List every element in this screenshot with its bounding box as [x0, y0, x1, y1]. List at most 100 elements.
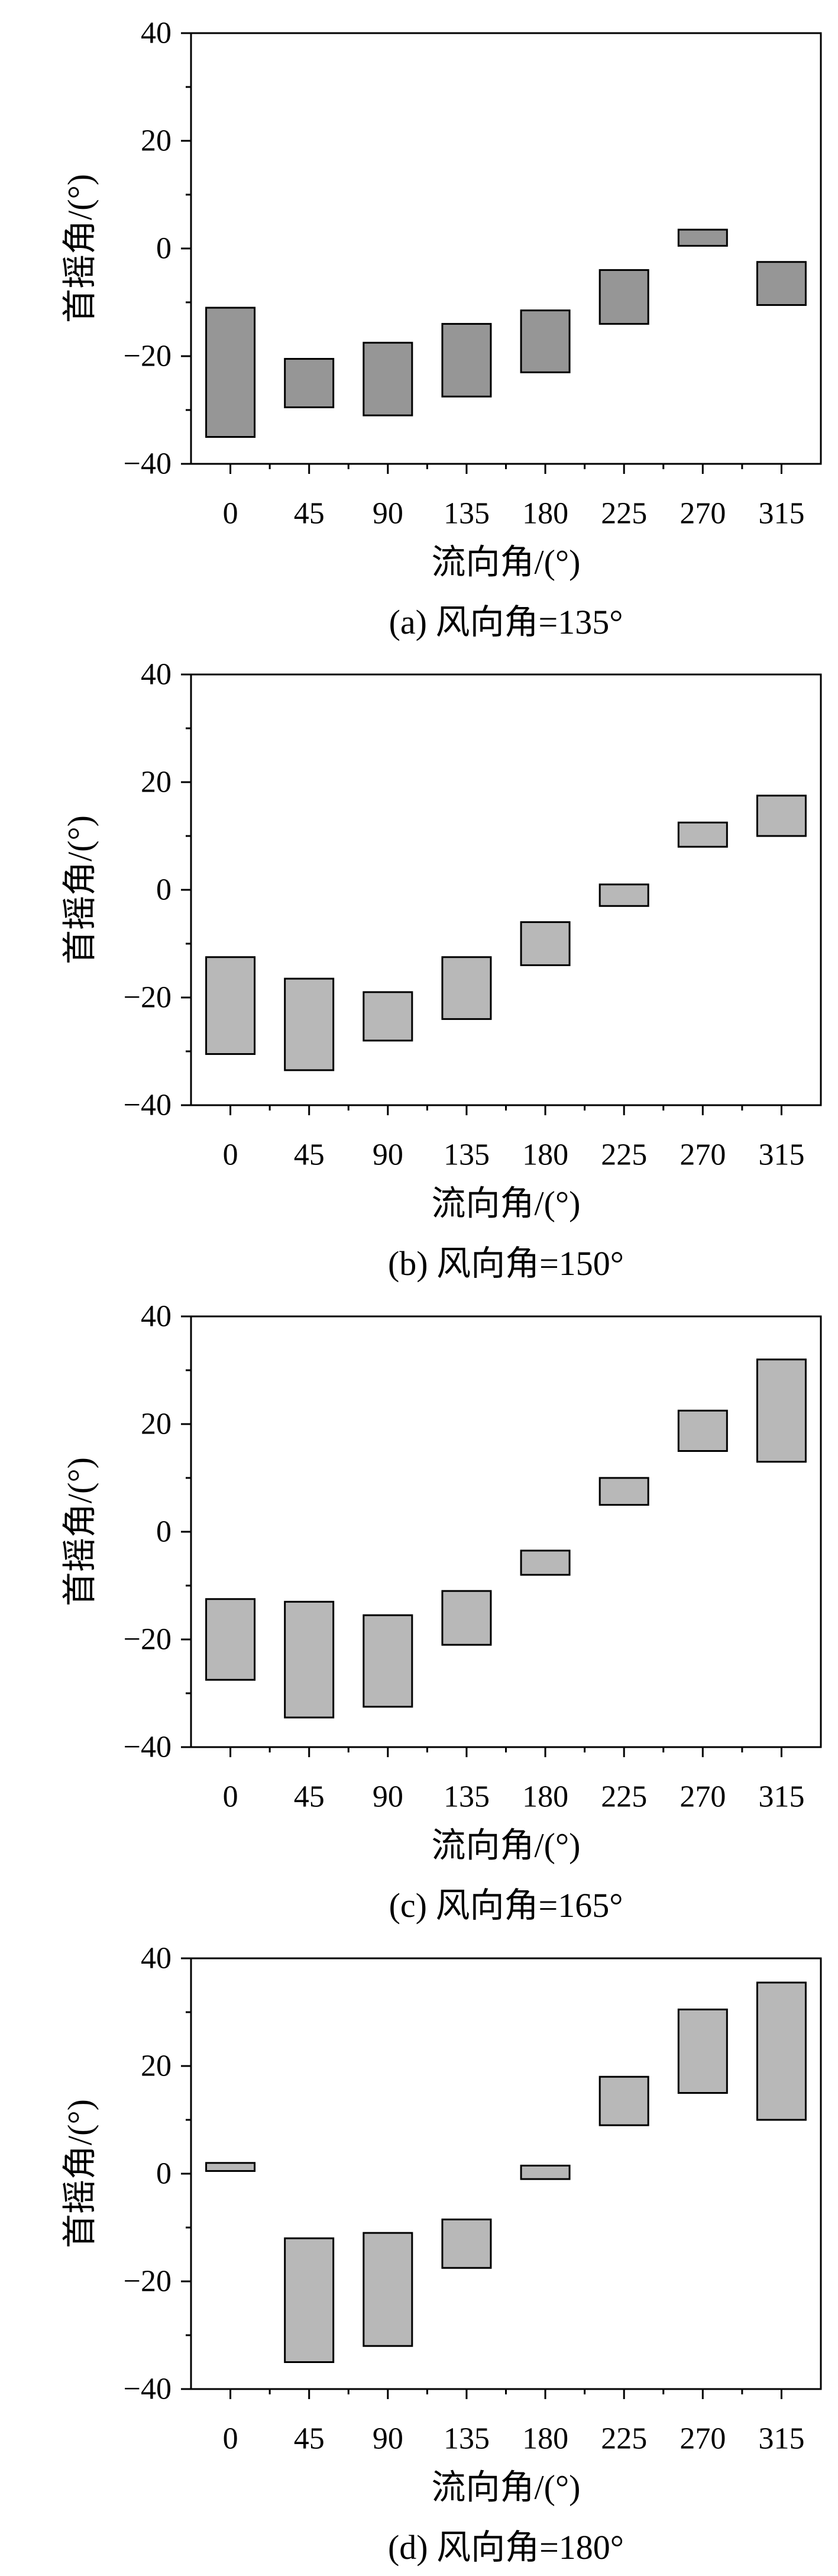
y-tick-label: 20	[141, 766, 172, 799]
range-bar-270	[677, 1409, 728, 1452]
x-tick-label: 0	[223, 497, 238, 531]
x-tick-label: 225	[601, 2422, 647, 2456]
range-bar-135	[441, 322, 492, 398]
chart-a-plot: 40 20 0 −20 −40 0 45 90 135 180 225 270 315 流向角/(°) 首摇…	[61, 17, 822, 582]
y-tick-label: −40	[124, 1089, 172, 1122]
chart-d-wind-180: 40 20 0 −20 −40 0 45 90 135 180 225 270 315 流向角/(°) 首摇…	[24, 1935, 838, 2576]
range-bar-90	[363, 1614, 413, 1708]
chart-c-caption: (c) 风向角=165°	[389, 1886, 623, 1925]
x-tick-label: 315	[758, 1780, 804, 1814]
range-bar-135	[441, 2218, 492, 2269]
x-tick-label: 270	[680, 2422, 726, 2456]
x-tick-label: 90	[373, 2422, 403, 2456]
y-tick-label: −40	[124, 2372, 172, 2406]
range-bar-135	[441, 1590, 492, 1646]
range-bar-225	[598, 1477, 649, 1506]
chart-d-caption: (d) 风向角=180°	[387, 2528, 625, 2567]
x-tick-label: 135	[444, 1138, 490, 1172]
x-tick-label: 0	[223, 1780, 238, 1814]
x-tick-label: 225	[601, 1780, 647, 1814]
range-bar-270	[677, 2008, 728, 2094]
x-tick-label: 270	[680, 1780, 726, 1814]
x-tick-label: 90	[373, 1780, 403, 1814]
range-bar-45	[284, 1600, 335, 1719]
range-bar-315	[756, 1981, 807, 2121]
y-tick-label: 0	[156, 1515, 172, 1549]
x-tick-label: 180	[522, 497, 568, 531]
x-tick-label: 270	[680, 497, 726, 531]
y-axis-label: 首摇角/(°)	[61, 174, 99, 323]
chart-b-wind-150: 40 20 0 −20 −40 0 45 90 135 180 225 270 315 流向角/(°) 首摇…	[24, 651, 838, 1292]
range-bar-45	[284, 977, 335, 1071]
range-bar-225	[598, 883, 649, 907]
range-bar-90	[363, 991, 413, 1042]
x-tick-label: 90	[373, 1138, 403, 1172]
y-tick-label: −20	[124, 981, 172, 1015]
x-axis-label: 流向角/(°)	[432, 2468, 581, 2507]
x-tick-label: 90	[373, 497, 403, 531]
range-bar-0	[205, 1598, 256, 1681]
x-tick-label: 135	[444, 2422, 490, 2456]
chart-a-wind-135: 40 20 0 −20 −40 0 45 90 135 180 225 270 315 流向角/(°) 首摇…	[24, 9, 838, 651]
x-tick-label: 315	[758, 2422, 804, 2456]
y-tick-label: 0	[156, 873, 172, 907]
range-bar-0	[205, 956, 256, 1055]
x-axis-label: 流向角/(°)	[432, 1184, 581, 1223]
range-bar-90	[363, 2232, 413, 2347]
y-tick-label: −40	[124, 447, 172, 481]
chart-b-caption: (b) 风向角=150°	[387, 1244, 625, 1283]
x-tick-label: 180	[522, 2422, 568, 2456]
x-tick-label: 135	[444, 1780, 490, 1814]
chart-c-wind-165: 40 20 0 −20 −40 0 45 90 135 180 225 270 315 流向角/(°) 首摇…	[24, 1293, 838, 1934]
x-tick-label: 225	[601, 1138, 647, 1172]
y-tick-label: −40	[124, 1731, 172, 1764]
x-tick-label: 135	[444, 497, 490, 531]
range-bar-315	[756, 1358, 807, 1463]
y-tick-label: 20	[141, 1408, 172, 1441]
x-tick-label: 270	[680, 1138, 726, 1172]
x-tick-label: 0	[223, 2422, 238, 2456]
range-bar-225	[598, 269, 649, 325]
x-tick-label: 0	[223, 1138, 238, 1172]
x-axis-label: 流向角/(°)	[432, 1826, 581, 1865]
range-bar-180	[520, 309, 571, 373]
x-tick-label: 315	[758, 1138, 804, 1172]
y-tick-label: −20	[124, 1623, 172, 1657]
x-tick-label: 180	[522, 1138, 568, 1172]
x-tick-label: 45	[294, 1780, 325, 1814]
range-bar-270	[677, 228, 728, 247]
range-bar-315	[756, 795, 807, 837]
range-bar-180	[520, 921, 571, 966]
range-bar-180	[520, 1550, 571, 1576]
y-tick-label: 40	[141, 17, 172, 50]
range-bar-225	[598, 2075, 649, 2126]
x-tick-label: 180	[522, 1780, 568, 1814]
x-tick-label: 45	[294, 1138, 325, 1172]
y-axis-label: 首摇角/(°)	[61, 815, 99, 964]
chart-a-caption: (a) 风向角=135°	[389, 603, 623, 641]
x-tick-label: 225	[601, 497, 647, 531]
range-bar-90	[363, 341, 413, 417]
range-bar-45	[284, 2237, 335, 2364]
y-tick-label: 0	[156, 2157, 172, 2191]
x-tick-label: 45	[294, 2422, 325, 2456]
chart-c-plot: 40 20 0 −20 −40 0 45 90 135 180 225 270 315 流向角/(°) 首摇…	[61, 1300, 822, 1865]
x-tick-label: 45	[294, 497, 325, 531]
range-bar-315	[756, 261, 807, 306]
range-bar-135	[441, 956, 492, 1020]
chart-d-plot: 40 20 0 −20 −40 0 45 90 135 180 225 270 315 流向角/(°) 首摇…	[61, 1942, 822, 2507]
range-bar-180	[520, 2164, 571, 2180]
y-tick-label: 20	[141, 124, 172, 158]
range-bar-45	[284, 358, 335, 408]
range-bar-0	[205, 2162, 256, 2172]
y-axis-label: 首摇角/(°)	[61, 2099, 99, 2248]
y-tick-label: 40	[141, 658, 172, 692]
range-bar-270	[677, 821, 728, 848]
y-tick-label: 40	[141, 1300, 172, 1334]
y-tick-label: −20	[124, 340, 172, 373]
y-tick-label: −20	[124, 2265, 172, 2299]
chart-b-plot: 40 20 0 −20 −40 0 45 90 135 180 225 270 315 流向角/(°) 首摇…	[61, 658, 822, 1223]
y-tick-label: 40	[141, 1942, 172, 1975]
y-axis-label: 首摇角/(°)	[61, 1457, 99, 1606]
range-bar-0	[205, 306, 256, 438]
